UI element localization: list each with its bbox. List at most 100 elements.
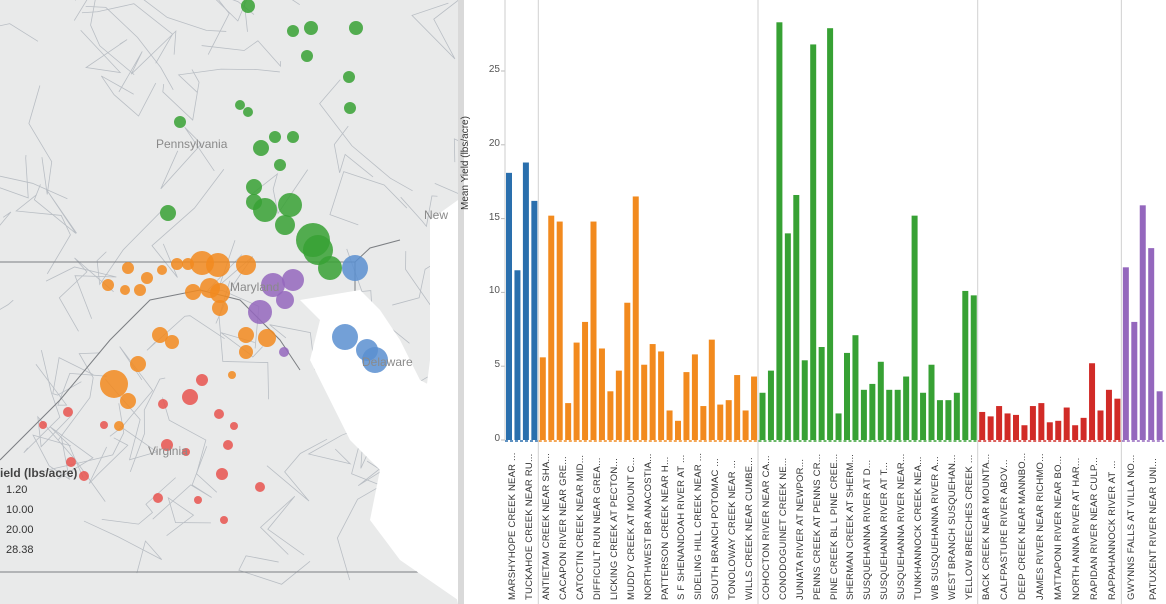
bar[interactable] — [1072, 425, 1079, 440]
bar[interactable] — [1038, 403, 1045, 440]
bar[interactable] — [894, 389, 901, 440]
site-marker[interactable] — [239, 345, 253, 359]
site-marker[interactable] — [269, 131, 281, 143]
site-marker[interactable] — [253, 198, 277, 222]
bar[interactable] — [1097, 410, 1104, 440]
site-marker[interactable] — [182, 389, 198, 405]
bar[interactable] — [953, 392, 960, 440]
map-canvas[interactable] — [0, 0, 458, 604]
site-marker[interactable] — [236, 255, 256, 275]
bar[interactable] — [793, 194, 800, 440]
map-panel[interactable]: Pennsylvania Maryland Virginia Delaware … — [0, 0, 458, 604]
bar[interactable] — [514, 270, 521, 440]
bar[interactable] — [1046, 422, 1053, 440]
site-marker[interactable] — [344, 102, 356, 114]
bar[interactable] — [1004, 413, 1011, 440]
bar[interactable] — [784, 233, 791, 440]
bar[interactable] — [877, 361, 884, 440]
bar[interactable] — [1089, 363, 1096, 440]
bar[interactable] — [1114, 398, 1121, 440]
bar[interactable] — [708, 339, 715, 440]
site-marker[interactable] — [255, 482, 265, 492]
site-marker[interactable] — [253, 140, 269, 156]
site-marker[interactable] — [362, 347, 388, 373]
site-marker[interactable] — [134, 284, 146, 296]
site-marker[interactable] — [161, 439, 173, 451]
bar[interactable] — [1029, 406, 1036, 440]
bar[interactable] — [506, 172, 512, 440]
site-marker[interactable] — [318, 256, 342, 280]
bar[interactable] — [767, 370, 774, 440]
bar[interactable] — [522, 162, 529, 440]
site-marker[interactable] — [141, 272, 153, 284]
site-marker[interactable] — [342, 255, 368, 281]
bar[interactable] — [759, 392, 766, 440]
site-marker[interactable] — [120, 285, 130, 295]
bar[interactable] — [928, 364, 935, 440]
bar[interactable] — [632, 196, 639, 440]
site-marker[interactable] — [246, 179, 262, 195]
bar[interactable] — [844, 352, 850, 440]
bar[interactable] — [675, 420, 681, 440]
bar[interactable] — [751, 376, 758, 440]
site-marker[interactable] — [153, 493, 163, 503]
bar[interactable] — [615, 370, 622, 440]
site-marker[interactable] — [243, 107, 253, 117]
site-marker[interactable] — [158, 399, 168, 409]
bar[interactable] — [607, 391, 614, 440]
bar[interactable] — [945, 400, 952, 440]
site-marker[interactable] — [241, 0, 255, 13]
site-marker[interactable] — [157, 265, 167, 275]
site-marker[interactable] — [278, 193, 302, 217]
bar[interactable] — [1131, 321, 1138, 440]
site-marker[interactable] — [63, 407, 73, 417]
bar[interactable] — [996, 406, 1003, 440]
bar[interactable] — [835, 413, 842, 440]
site-marker[interactable] — [182, 448, 190, 456]
bar[interactable] — [641, 364, 648, 440]
site-marker[interactable] — [214, 409, 224, 419]
bar[interactable] — [827, 28, 834, 441]
panel-divider[interactable] — [458, 0, 464, 604]
site-marker[interactable] — [343, 71, 355, 83]
site-marker[interactable] — [102, 279, 114, 291]
bar[interactable] — [539, 357, 546, 440]
site-marker[interactable] — [220, 516, 228, 524]
site-marker[interactable] — [287, 25, 299, 37]
bar[interactable] — [1105, 389, 1112, 440]
site-marker[interactable] — [349, 21, 363, 35]
bar[interactable] — [860, 389, 867, 440]
bar[interactable] — [801, 360, 808, 440]
site-marker[interactable] — [79, 471, 89, 481]
site-marker[interactable] — [194, 496, 202, 504]
bar[interactable] — [734, 375, 741, 440]
site-marker[interactable] — [152, 327, 168, 343]
site-marker[interactable] — [230, 422, 238, 430]
site-marker[interactable] — [171, 258, 183, 270]
site-marker[interactable] — [100, 421, 108, 429]
bar[interactable] — [1156, 391, 1163, 440]
site-marker[interactable] — [301, 50, 313, 62]
bar[interactable] — [1021, 425, 1028, 440]
bar[interactable] — [624, 302, 631, 440]
site-marker[interactable] — [206, 253, 230, 277]
site-marker[interactable] — [174, 116, 186, 128]
bar[interactable] — [869, 383, 876, 440]
site-marker[interactable] — [287, 131, 299, 143]
bar[interactable] — [818, 347, 825, 440]
bar[interactable] — [582, 321, 589, 440]
site-marker[interactable] — [210, 283, 230, 303]
site-marker[interactable] — [196, 374, 208, 386]
site-marker[interactable] — [39, 421, 47, 429]
site-marker[interactable] — [130, 356, 146, 372]
bar[interactable] — [1080, 417, 1087, 440]
site-marker[interactable] — [332, 324, 358, 350]
site-marker[interactable] — [276, 291, 294, 309]
bar[interactable] — [962, 290, 969, 440]
bar[interactable] — [911, 215, 918, 440]
bar[interactable] — [556, 221, 563, 440]
bar[interactable] — [886, 389, 893, 440]
bar[interactable] — [742, 410, 749, 440]
bar[interactable] — [979, 411, 986, 440]
bar[interactable] — [1148, 248, 1155, 440]
